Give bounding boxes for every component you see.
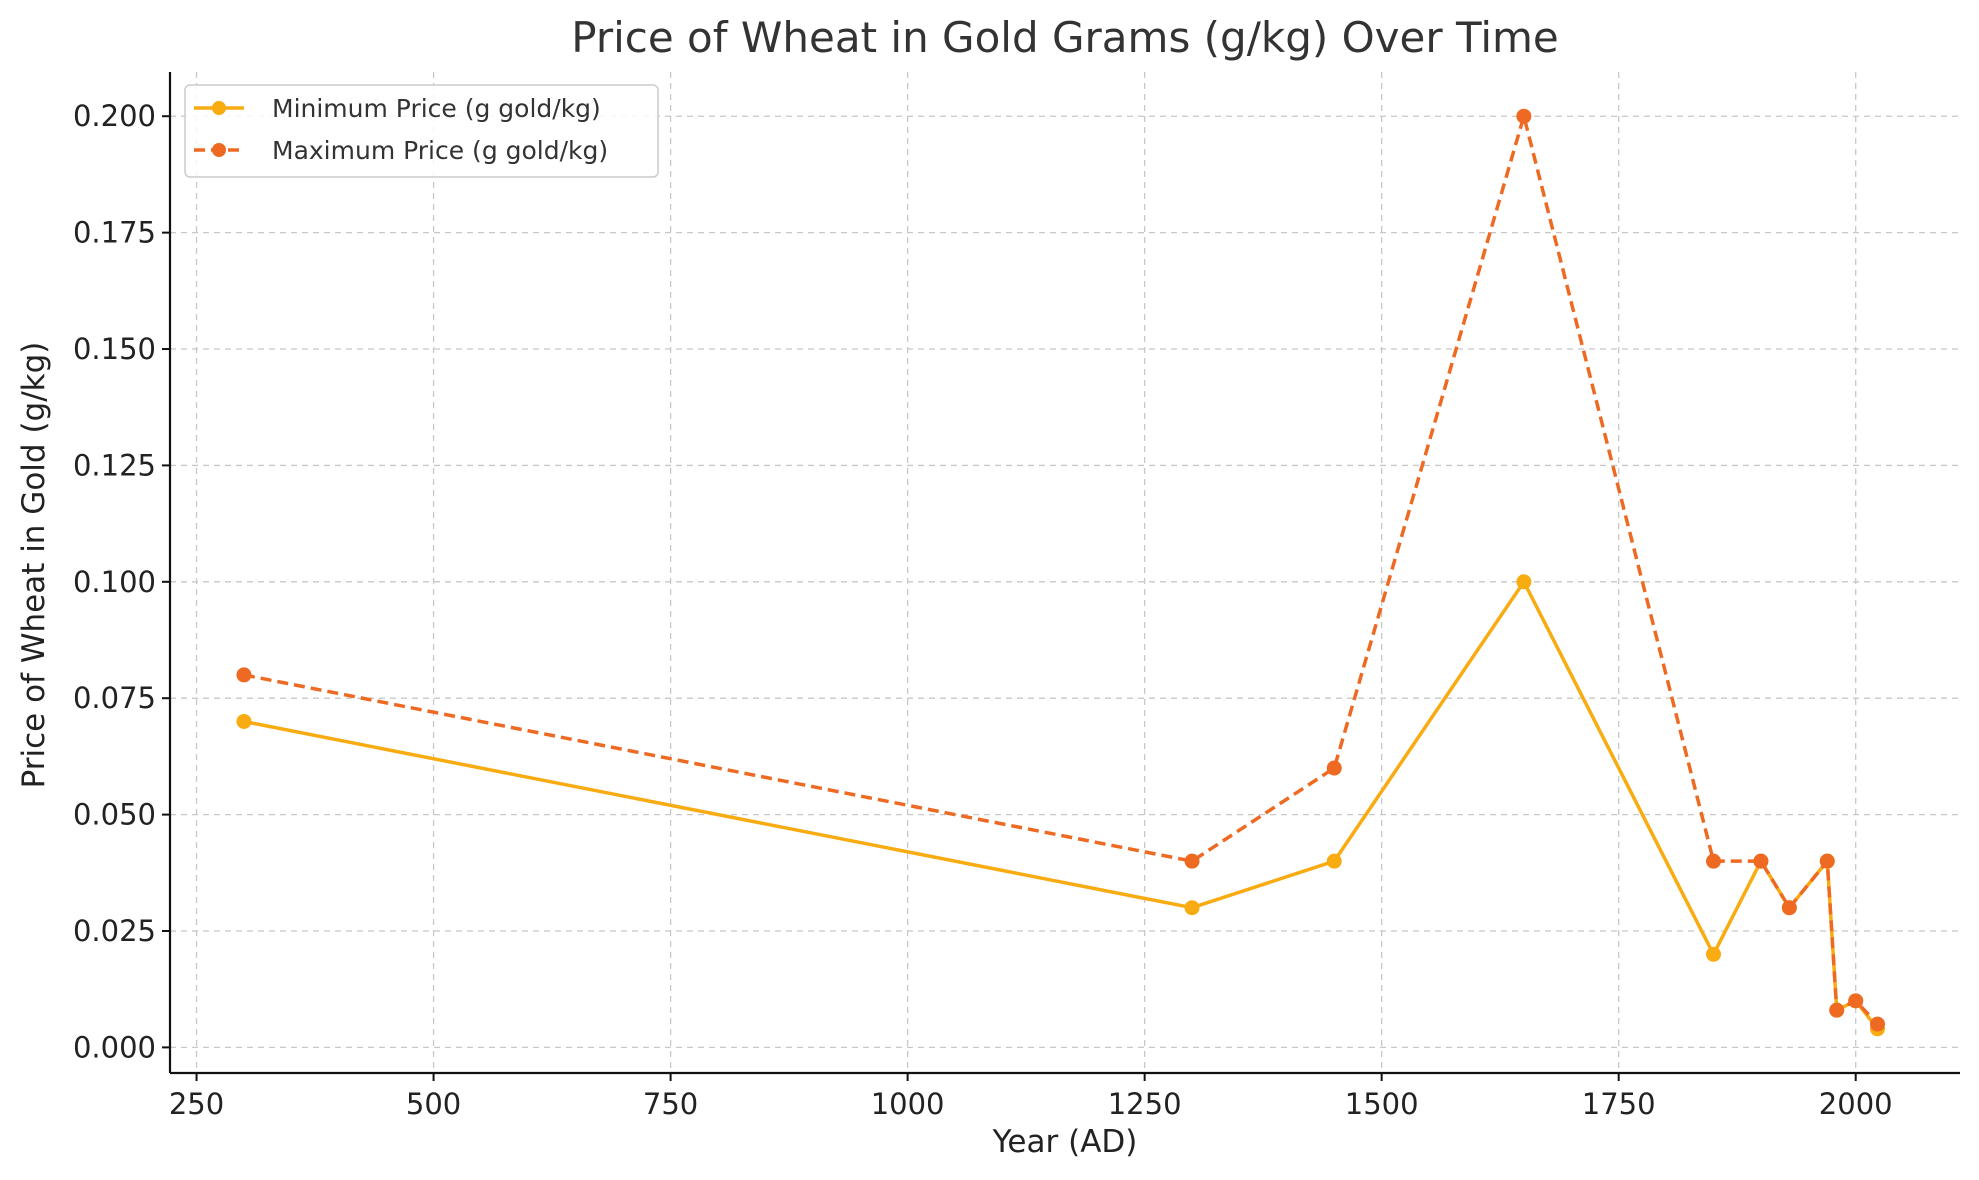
x-tick-label: 750 [643,1087,698,1121]
legend: Minimum Price (g gold/kg) Maximum Price … [184,84,659,178]
y-tick-label: 0.000 [73,1030,156,1064]
series-line [243,114,1879,1026]
data-point [1848,993,1864,1009]
y-tick-label: 0.125 [73,448,156,482]
legend-label-min: Minimum Price (g gold/kg) [272,94,601,123]
y-tick-label: 0.025 [73,914,156,948]
legend-swatch-max-marker [212,143,226,157]
chart-title: Price of Wheat in Gold Grams (g/kg) Over… [571,13,1559,62]
y-tick-label: 0.100 [73,565,156,599]
x-tick-label: 2000 [1819,1087,1893,1121]
data-point [236,713,252,729]
x-axis-label: Year (AD) [992,1124,1138,1160]
y-tick-label: 0.050 [73,798,156,832]
axes: 250 500 750 1000 1250 1500 1750 2000 0.000 0.025 0… [73,72,1960,1121]
x-tick-label: 1000 [871,1087,945,1121]
data-point [1870,1016,1886,1032]
data-point [1326,853,1342,869]
data-point [1184,853,1200,869]
x-tick-label: 500 [406,1087,461,1121]
y-tick-label: 0.200 [73,99,156,133]
data-point [1819,853,1835,869]
data-point [1753,853,1769,869]
data-point [1184,900,1200,916]
x-tick-label: 250 [169,1087,224,1121]
data-point [1326,760,1342,776]
data-point [1705,946,1721,962]
y-axis-label: Price of Wheat in Gold (g/kg) [16,342,52,789]
data-point [1829,1002,1845,1018]
legend-label-max: Maximum Price (g gold/kg) [272,136,608,165]
data-point [1781,900,1797,916]
legend-box [184,84,659,178]
data-point [236,667,252,683]
series-layer [236,108,1886,1037]
legend-swatch-min-marker [212,101,226,115]
data-point [1516,108,1532,124]
x-tick-label: 1250 [1108,1087,1182,1121]
y-tick-label: 0.175 [73,216,156,250]
data-point [1705,853,1721,869]
y-tick-label: 0.075 [73,681,156,715]
x-tick-label: 1500 [1345,1087,1419,1121]
y-tick-label: 0.150 [73,332,156,366]
x-tick-label: 1750 [1582,1087,1656,1121]
data-point [1516,574,1532,590]
series-maximum-price [236,108,1886,1032]
